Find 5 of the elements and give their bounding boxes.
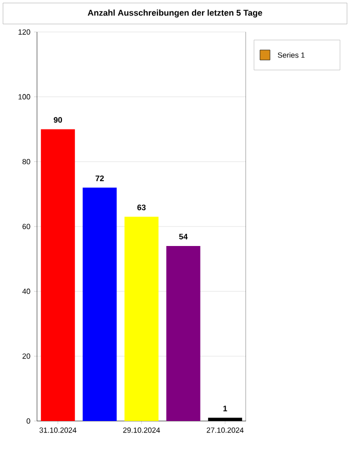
- bar: [82, 188, 117, 421]
- bar: [166, 246, 200, 421]
- bar: [124, 216, 158, 421]
- bar: [40, 129, 75, 421]
- chart-title: Anzahl Ausschreibungen der letzten 5 Tage: [88, 10, 262, 18]
